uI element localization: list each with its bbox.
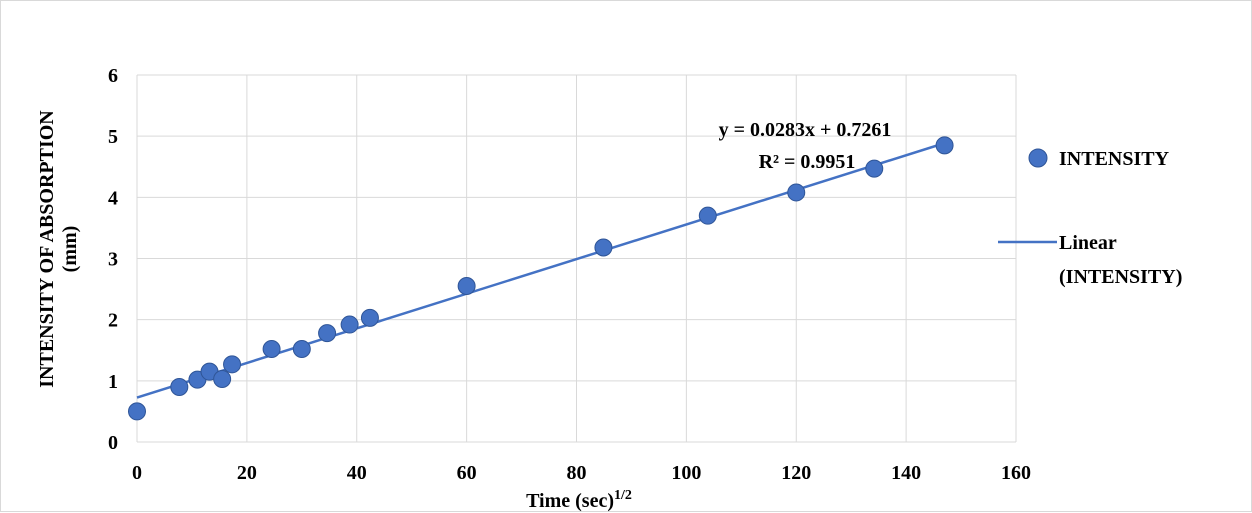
x-tick-label: 60 xyxy=(457,462,477,484)
x-tick-label: 0 xyxy=(132,462,142,484)
x-tick-label: 160 xyxy=(1001,462,1031,484)
y-tick-label: 6 xyxy=(108,65,118,87)
legend-label-linear-line2: (INTENSITY) xyxy=(1059,266,1182,288)
data-point xyxy=(935,136,954,155)
y-tick-label: 4 xyxy=(108,187,118,209)
y-axis-title-line1: INTENSITY OF ABSORPTION xyxy=(36,110,58,388)
y-tick-label: 2 xyxy=(108,310,118,332)
x-tick-labels: 0 20 40 60 80 100 120 140 160 xyxy=(132,462,1031,484)
legend-label-linear-line1: Linear xyxy=(1059,232,1117,254)
y-axis-title: INTENSITY OF ABSORPTION (mm) xyxy=(36,110,81,388)
data-point xyxy=(262,340,281,359)
y-axis-title-line2: (mm) xyxy=(59,226,81,273)
data-point xyxy=(213,369,232,388)
x-tick-label: 100 xyxy=(671,462,701,484)
x-tick-label: 140 xyxy=(891,462,921,484)
y-tick-label: 1 xyxy=(108,371,118,393)
y-tick-label: 3 xyxy=(108,249,118,271)
data-point xyxy=(865,159,884,178)
data-point xyxy=(318,324,337,343)
legend-item-linear: Linear (INTENSITY) xyxy=(998,232,1182,288)
data-point xyxy=(128,402,146,421)
x-axis-title-superscript: 1/2 xyxy=(614,488,632,503)
data-point xyxy=(594,238,613,257)
y-tick-label: 0 xyxy=(108,432,118,454)
data-point xyxy=(292,340,311,359)
data-point xyxy=(698,206,717,225)
x-axis-title: Time (sec)1/2 xyxy=(526,488,632,512)
x-tick-label: 20 xyxy=(237,462,257,484)
legend-marker-intensity xyxy=(1028,148,1048,168)
data-point xyxy=(457,277,476,296)
data-point xyxy=(360,308,379,327)
trendline xyxy=(136,141,945,399)
data-point xyxy=(787,183,806,202)
x-tick-label: 120 xyxy=(781,462,811,484)
data-point xyxy=(340,315,359,334)
x-tick-label: 80 xyxy=(567,462,587,484)
trendline-r-squared: R² = 0.9951 xyxy=(759,151,856,173)
y-tick-label: 5 xyxy=(108,126,118,148)
y-tick-labels: 0 1 2 3 4 5 6 xyxy=(108,65,118,454)
data-point xyxy=(170,377,189,396)
trendline-equation: y = 0.0283x + 0.7261 xyxy=(719,119,892,141)
x-tick-label: 40 xyxy=(347,462,367,484)
legend-label-intensity: INTENSITY xyxy=(1059,148,1170,170)
data-points xyxy=(128,136,954,421)
data-point xyxy=(223,355,242,374)
legend: INTENSITY Linear (INTENSITY) xyxy=(998,148,1182,288)
legend-item-intensity: INTENSITY xyxy=(1028,148,1170,170)
